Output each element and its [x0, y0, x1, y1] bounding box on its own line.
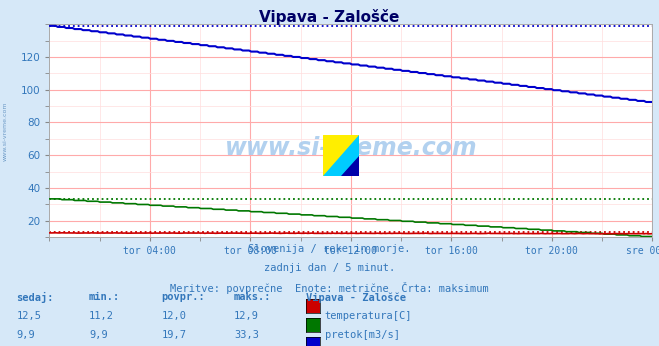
Text: www.si-vreme.com: www.si-vreme.com — [225, 136, 477, 160]
Text: 12,0: 12,0 — [161, 311, 186, 321]
Polygon shape — [323, 135, 359, 176]
Polygon shape — [323, 135, 359, 176]
Text: www.si-vreme.com: www.si-vreme.com — [3, 102, 8, 161]
Text: povpr.:: povpr.: — [161, 292, 205, 302]
Text: 33,3: 33,3 — [234, 330, 259, 340]
Text: 11,2: 11,2 — [89, 311, 114, 321]
Text: pretok[m3/s]: pretok[m3/s] — [325, 330, 400, 340]
Text: zadnji dan / 5 minut.: zadnji dan / 5 minut. — [264, 263, 395, 273]
Polygon shape — [341, 156, 359, 176]
Text: sedaj:: sedaj: — [16, 292, 54, 303]
Text: Vipava - Zalošče: Vipava - Zalošče — [259, 9, 400, 25]
Text: Meritve: povprečne  Enote: metrične  Črta: maksimum: Meritve: povprečne Enote: metrične Črta:… — [170, 282, 489, 294]
Text: 12,5: 12,5 — [16, 311, 42, 321]
Text: 9,9: 9,9 — [89, 330, 107, 340]
Text: min.:: min.: — [89, 292, 120, 302]
Text: Vipava - Zalošče: Vipava - Zalošče — [306, 292, 407, 303]
Text: 9,9: 9,9 — [16, 330, 35, 340]
Text: maks.:: maks.: — [234, 292, 272, 302]
Text: 12,9: 12,9 — [234, 311, 259, 321]
Text: Slovenija / reke in morje.: Slovenija / reke in morje. — [248, 244, 411, 254]
Text: temperatura[C]: temperatura[C] — [325, 311, 413, 321]
Text: 19,7: 19,7 — [161, 330, 186, 340]
